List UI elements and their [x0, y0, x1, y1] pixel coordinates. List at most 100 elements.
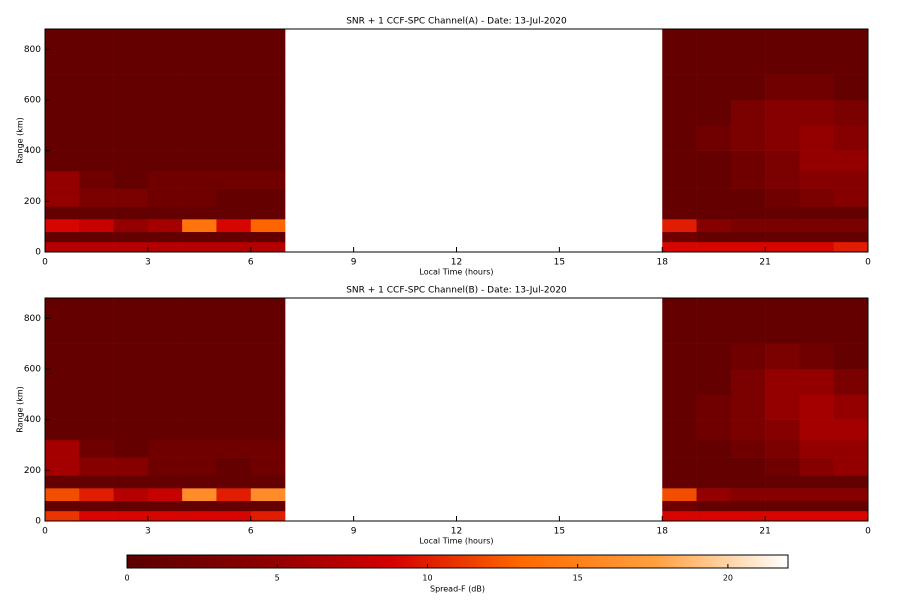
x-tick-label: 21 [759, 527, 770, 537]
heatmap-cell [833, 298, 869, 319]
heatmap-cell [799, 488, 835, 502]
heatmap-cell [216, 241, 252, 253]
heatmap-cell [696, 150, 732, 172]
heatmap-cell [250, 150, 286, 172]
heatmap-cell [147, 125, 183, 151]
heatmap-cell [216, 394, 252, 420]
heatmap-cell [250, 74, 286, 101]
x-tick-label: 12 [451, 527, 462, 537]
x-tick-label: 15 [554, 258, 565, 268]
heatmap-cell [730, 500, 766, 512]
heatmap-cell [216, 206, 252, 220]
heatmap-cell [45, 29, 80, 50]
heatmap-cell [45, 510, 80, 522]
heatmap-cell [799, 394, 835, 420]
heatmap-cell [662, 318, 697, 344]
heatmap-cell [182, 368, 217, 395]
heatmap-cell [113, 150, 149, 172]
heatmap-cell [730, 125, 766, 151]
heatmap-cell [250, 439, 286, 458]
heatmap-cell [182, 488, 217, 502]
heatmap-cell [182, 394, 217, 420]
heatmap-cell [250, 188, 286, 207]
x-tick-label: 3 [145, 258, 151, 268]
x-tick-label: 0 [42, 258, 48, 268]
heatmap-cell [147, 510, 183, 522]
heatmap-cell [182, 49, 217, 75]
heatmap-cell [696, 475, 732, 489]
heatmap-cell [833, 219, 869, 233]
heatmap-cell [79, 343, 114, 370]
heatmap-cell [662, 29, 697, 50]
heatmap-cell [765, 500, 800, 512]
heatmap-cell [45, 231, 80, 243]
heatmap-cell [833, 188, 869, 207]
heatmap-cell [216, 368, 252, 395]
heatmap-cell [216, 439, 252, 458]
heatmap-cell [216, 74, 252, 101]
heatmap-cell [45, 188, 80, 207]
heatmap-cell [662, 510, 697, 522]
heatmap-cell [182, 241, 217, 253]
heatmap-cell [113, 29, 149, 50]
heatmap-cell [79, 99, 114, 126]
heatmap-cell [730, 29, 766, 50]
heatmap-cell [182, 298, 217, 319]
heatmap-cell [250, 49, 286, 75]
heatmap-cell [833, 439, 869, 458]
heatmap-cell [250, 368, 286, 395]
heatmap-cell [147, 343, 183, 370]
heatmap-cell [250, 488, 286, 502]
heatmap-cell [216, 500, 252, 512]
heatmap-cell [147, 170, 183, 189]
heatmap-cell [799, 219, 835, 233]
x-axis-label: Local Time (hours) [419, 268, 493, 277]
heatmap-cell [799, 510, 835, 522]
heatmap-cell [113, 343, 149, 370]
x-tick-label: 9 [351, 527, 357, 537]
heatmap-cell [696, 99, 732, 126]
heatmap-cell [147, 74, 183, 101]
x-tick-label: 0 [865, 258, 871, 268]
heatmap-cell [730, 150, 766, 172]
heatmap-cell [45, 368, 80, 395]
heatmap-cell [250, 298, 286, 319]
heatmap-cell [182, 500, 217, 512]
heatmap-cell [216, 125, 252, 151]
y-tick-label: 400 [24, 146, 41, 156]
heatmap-cell [79, 241, 114, 253]
heatmap-cell [250, 510, 286, 522]
heatmap-cell [216, 419, 252, 441]
heatmap-cell [833, 99, 869, 126]
heatmap-cell [799, 49, 835, 75]
heatmap-cell [250, 241, 286, 253]
heatmap-cell [696, 49, 732, 75]
heatmap-cell [79, 29, 114, 50]
heatmap-cell [113, 419, 149, 441]
heatmap-cell [147, 298, 183, 319]
heatmap-cell [182, 170, 217, 189]
heatmap-cell [250, 394, 286, 420]
heatmap-cell [730, 419, 766, 441]
heatmap-cell [45, 241, 80, 253]
heatmap-cell [799, 298, 835, 319]
heatmap-cell [250, 206, 286, 220]
heatmap-cell [216, 29, 252, 50]
heatmap-cell [45, 318, 80, 344]
heatmap-cell [696, 510, 732, 522]
heatmap-cell [799, 170, 835, 189]
heatmap-cell [662, 206, 697, 220]
heatmap-cell [113, 49, 149, 75]
heatmap-cell [730, 318, 766, 344]
heatmap-cell [662, 74, 697, 101]
heatmap-cell [147, 99, 183, 126]
heatmap-cell [79, 188, 114, 207]
heatmap-cell [730, 510, 766, 522]
y-tick-label: 0 [35, 517, 41, 527]
x-axis-label: Local Time (hours) [419, 537, 493, 546]
heatmap-cell [662, 394, 697, 420]
heatmap-cell [696, 74, 732, 101]
y-tick-label: 800 [24, 314, 41, 324]
colorbar-tick-label: 15 [573, 574, 583, 583]
heatmap-cell [833, 394, 869, 420]
